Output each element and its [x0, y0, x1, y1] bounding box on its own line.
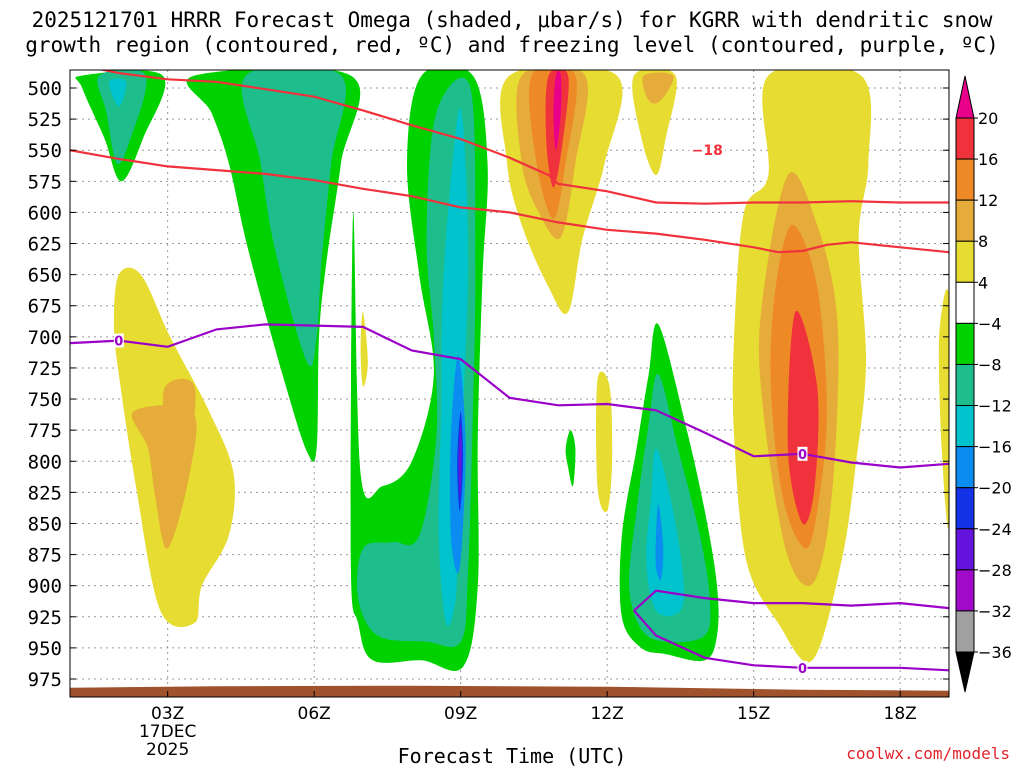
colorbar-label: 4 [978, 273, 988, 292]
y-tick-label: 900 [28, 576, 62, 598]
omega-region [241, 70, 346, 367]
freezing-label-bg [797, 446, 808, 461]
y-tick-label: 800 [28, 451, 62, 473]
y-axis: 500 525 550 575 600 625 650 675 700 725 750 775 800 8… [28, 78, 949, 691]
omega-shading [75, 70, 949, 672]
omega-region [655, 504, 664, 581]
colorbar-bin [955, 610, 975, 653]
chart-title-line-1: 2025121701 HRRR Forecast Omega (shaded, … [31, 8, 993, 32]
omega-region [97, 70, 147, 164]
y-tick-label: 925 [28, 607, 62, 629]
x-tick-label: 03Z [151, 704, 184, 724]
omega-region [596, 371, 613, 513]
omega-region [938, 288, 949, 529]
colorbar-bin [955, 405, 975, 448]
dgz-label-bg [689, 143, 726, 158]
omega-region [632, 70, 677, 176]
colorbar-label: −36 [978, 643, 1012, 662]
chart-title-line-2: growth region (contoured, red, ºC) and f… [25, 33, 999, 57]
colorbar-bin [955, 446, 975, 489]
colorbar-bottom-arrow [955, 651, 975, 693]
colorbar-bin [955, 158, 975, 201]
y-tick-label: 850 [28, 513, 62, 535]
x-tick-label: 12Z [591, 704, 624, 724]
colorbar-bin [955, 363, 975, 407]
freezing-label-bg [797, 660, 808, 675]
terrain-ground [70, 685, 949, 697]
y-tick-label: 675 [28, 296, 62, 318]
colorbar: 20 16 12 8 4 −4 −8 −12 −16 −20 −24 −28 −32 −36 [955, 75, 1012, 693]
dgz-contours: −18 [70, 70, 949, 254]
colorbar-label: −24 [978, 520, 1012, 539]
colorbar-bin [955, 569, 975, 612]
x-tick-label: 15Z [737, 704, 770, 724]
colorbar-top-arrow [955, 75, 975, 119]
freezing-level-label: 0 [114, 335, 123, 350]
colorbar-label: −16 [978, 438, 1012, 457]
y-tick-label: 600 [28, 202, 62, 224]
omega-region [565, 430, 576, 487]
dgz-contour-label: −18 [692, 143, 723, 159]
y-tick-label: 525 [28, 109, 62, 131]
colorbar-bin [955, 322, 975, 365]
colorbar-label: 20 [978, 109, 998, 128]
colorbar-label: 12 [978, 191, 998, 210]
y-tick-label: 725 [28, 358, 62, 380]
freezing-level-label: 0 [798, 662, 807, 677]
freezing-level-label: 0 [798, 448, 807, 463]
omega-region [131, 405, 197, 549]
omega-region [646, 448, 685, 617]
y-tick-label: 750 [28, 389, 62, 411]
y-tick-label: 700 [28, 327, 62, 349]
x-tick-label: 18Z [884, 704, 917, 724]
dgz-contour-line [98, 70, 949, 205]
y-tick-label: 825 [28, 482, 62, 504]
x-tick-date: 17DEC [139, 722, 196, 742]
colorbar-bin [955, 117, 975, 160]
freezing-level-contours: 0 0 0 [70, 323, 949, 677]
omega-region [553, 70, 562, 151]
omega-region [642, 72, 674, 104]
terrain [70, 685, 949, 697]
y-tick-label: 975 [28, 669, 62, 691]
y-tick-label: 875 [28, 545, 62, 567]
omega-region [787, 310, 819, 525]
y-tick-label: 950 [28, 638, 62, 660]
colorbar-bin [955, 281, 975, 324]
omega-region [458, 423, 462, 499]
x-tick-label: 06Z [298, 704, 331, 724]
x-axis-title: Forecast Time (UTC) [397, 744, 627, 768]
colorbar-bin [955, 487, 975, 530]
colorbar-bin [955, 199, 975, 242]
colorbar-label: −28 [978, 561, 1012, 580]
colorbar-label: −20 [978, 479, 1012, 498]
colorbar-label: −8 [978, 355, 1002, 374]
colorbar-label: −4 [978, 314, 1002, 333]
x-tick-year: 2025 [146, 740, 189, 760]
omega-region [438, 108, 469, 626]
colorbar-bin [955, 240, 975, 283]
omega-region [108, 78, 127, 107]
freezing-level-line [633, 589, 949, 612]
omega-region [360, 311, 368, 387]
colorbar-bin [955, 528, 975, 571]
freezing-level-line [633, 609, 949, 672]
y-tick-label: 575 [28, 171, 62, 193]
y-tick-label: 550 [28, 140, 62, 162]
colorbar-label: −32 [978, 602, 1012, 621]
y-tick-label: 625 [28, 234, 62, 256]
plot-frame [69, 69, 950, 698]
credit-link[interactable]: coolwx.com/models [846, 744, 1010, 763]
dgz-contour-line [70, 149, 949, 254]
colorbar-label: 8 [978, 232, 988, 251]
x-tick-label: 09Z [444, 704, 477, 724]
y-tick-label: 650 [28, 265, 62, 287]
colorbar-label: −12 [978, 397, 1012, 416]
colorbar-label: 16 [978, 150, 998, 169]
y-tick-label: 500 [28, 78, 62, 100]
freezing-label-bg [113, 333, 124, 348]
y-tick-label: 775 [28, 420, 62, 442]
